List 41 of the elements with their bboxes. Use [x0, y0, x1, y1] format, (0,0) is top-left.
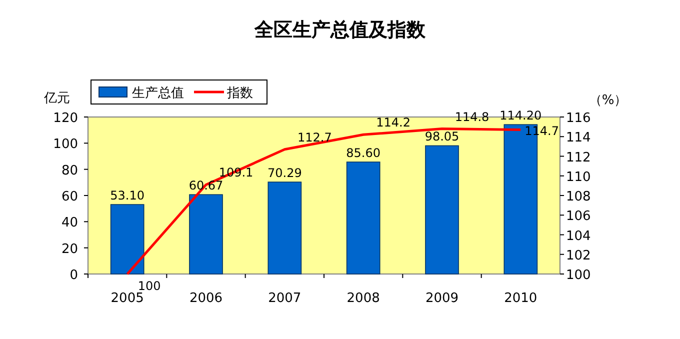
bar	[268, 182, 302, 274]
data-label: 114.8	[454, 110, 490, 124]
y-tick-label: 60	[61, 190, 78, 204]
y2-tick-label: 104	[566, 228, 591, 244]
y2-tick-label: 108	[566, 190, 591, 204]
y2-tick-label: 110	[566, 170, 591, 185]
data-label: 98.05	[424, 130, 460, 144]
bar	[425, 145, 459, 274]
x-tick-label: 2010	[504, 291, 538, 306]
y-tick-label: 0	[70, 268, 78, 283]
y-axis-title: 亿元	[43, 91, 70, 106]
y-tick-label: 80	[61, 163, 78, 178]
x-tick-label: 2005	[110, 291, 144, 306]
data-label: 100	[138, 279, 161, 293]
y2-tick-label: 112	[566, 150, 591, 166]
bar	[346, 162, 380, 274]
data-label: 85.60	[346, 146, 381, 160]
legend-label: 生产总值	[132, 86, 184, 101]
y-tick-label: 40	[61, 216, 78, 231]
data-label: 114.2	[376, 116, 411, 130]
data-label: 114.20	[500, 108, 542, 123]
data-label: 112.7	[297, 130, 332, 144]
bar	[189, 194, 223, 274]
y2-tick-label: 114	[566, 130, 591, 146]
y2-tick-label: 100	[566, 268, 591, 283]
y2-axis-title: （%）	[588, 93, 628, 108]
y-tick-label: 120	[53, 111, 78, 126]
y2-tick-label: 106	[566, 209, 591, 224]
chart-title: 全区生产总值及指数	[254, 19, 426, 41]
bar	[110, 204, 144, 274]
y2-tick-label: 116	[566, 111, 591, 126]
legend-label: 指数	[226, 86, 253, 101]
x-tick-label: 2006	[189, 291, 223, 306]
x-tick-label: 2007	[268, 291, 302, 306]
data-label: 70.29	[267, 166, 302, 180]
data-label: 53.10	[110, 188, 145, 203]
y-tick-label: 20	[61, 242, 78, 257]
x-tick-label: 2008	[346, 291, 380, 306]
y2-tick-label: 102	[566, 248, 591, 264]
x-tick-label: 2009	[425, 291, 459, 306]
y-tick-label: 100	[53, 137, 78, 152]
